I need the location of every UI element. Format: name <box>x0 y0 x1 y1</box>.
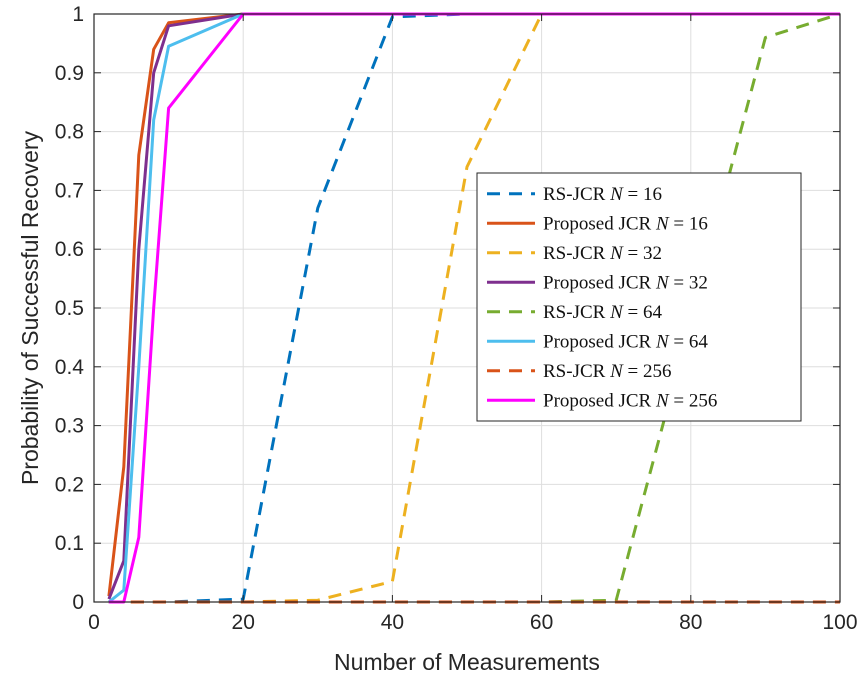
legend-entry-eq: = 256 <box>623 361 672 382</box>
legend-entry-prefix: Proposed JCR <box>543 390 656 411</box>
legend-entry-prefix: Proposed JCR <box>543 272 656 293</box>
legend-entry: RS-JCR N = 256 <box>543 361 671 382</box>
legend-entry-eq: = 256 <box>669 390 718 411</box>
legend-entry: RS-JCR N = 64 <box>543 302 662 323</box>
legend-entry-eq: = 64 <box>669 331 709 352</box>
legend-entry-prefix: RS-JCR <box>543 361 610 382</box>
x-tick-label: 100 <box>822 611 857 634</box>
y-tick-label: 0.6 <box>55 238 84 261</box>
legend-entry-var: N <box>655 272 670 293</box>
y-tick-label: 0.7 <box>55 179 84 202</box>
legend-entry-prefix: Proposed JCR <box>543 213 656 234</box>
y-tick-label: 0.9 <box>55 62 84 85</box>
legend-entry-var: N <box>609 302 624 323</box>
legend-entry: Proposed JCR N = 32 <box>543 272 708 293</box>
x-tick-label: 20 <box>232 611 255 634</box>
legend-entry-eq: = 16 <box>623 184 662 205</box>
legend-box <box>476 172 802 422</box>
y-tick-label: 0.2 <box>55 473 84 496</box>
legend-entry-eq: = 64 <box>623 302 663 323</box>
legend-entry-eq: = 32 <box>623 243 662 264</box>
y-tick-label: 0.4 <box>55 356 85 379</box>
y-tick-label: 0 <box>72 591 84 614</box>
legend-entry-var: N <box>609 184 624 205</box>
legend-entry: Proposed JCR N = 64 <box>543 331 708 352</box>
legend-entry-var: N <box>609 243 624 264</box>
x-axis-label: Number of Measurements <box>334 649 600 675</box>
legend-entry-prefix: RS-JCR <box>543 243 610 264</box>
legend-entry: RS-JCR N = 32 <box>543 243 662 264</box>
legend-entry-eq: = 16 <box>669 213 708 234</box>
legend-entry-var: N <box>609 361 624 382</box>
legend-entry-var: N <box>655 390 670 411</box>
x-tick-label: 40 <box>381 611 404 634</box>
y-tick-label: 0.8 <box>55 121 84 144</box>
x-tick-label: 80 <box>679 611 702 634</box>
y-tick-label: 0.3 <box>55 415 84 438</box>
legend-entry-prefix: RS-JCR <box>543 302 610 323</box>
legend-entry-var: N <box>655 331 670 352</box>
legend-entry-eq: = 32 <box>669 272 708 293</box>
legend-entry: RS-JCR N = 16 <box>543 184 662 205</box>
tick-layer: 0 20 40 60 80 100 0 0.1 0.2 0.3 0.4 0.5 0.6 0.7 0.8 0.9… <box>55 3 858 634</box>
legend-entry: Proposed JCR N = 256 <box>543 390 717 411</box>
y-tick-label: 1 <box>72 3 84 26</box>
legend-entry-prefix: RS-JCR <box>543 184 610 205</box>
x-tick-label: 0 <box>88 611 100 634</box>
y-tick-label: 0.1 <box>55 532 84 555</box>
y-tick-label: 0.5 <box>55 297 84 320</box>
y-axis-label: Probability of Successful Recovery <box>17 130 43 485</box>
legend-entry-var: N <box>655 213 670 234</box>
legend-entry: Proposed JCR N = 16 <box>543 213 708 234</box>
legend-entry-prefix: Proposed JCR <box>543 331 656 352</box>
x-tick-label: 60 <box>530 611 553 634</box>
